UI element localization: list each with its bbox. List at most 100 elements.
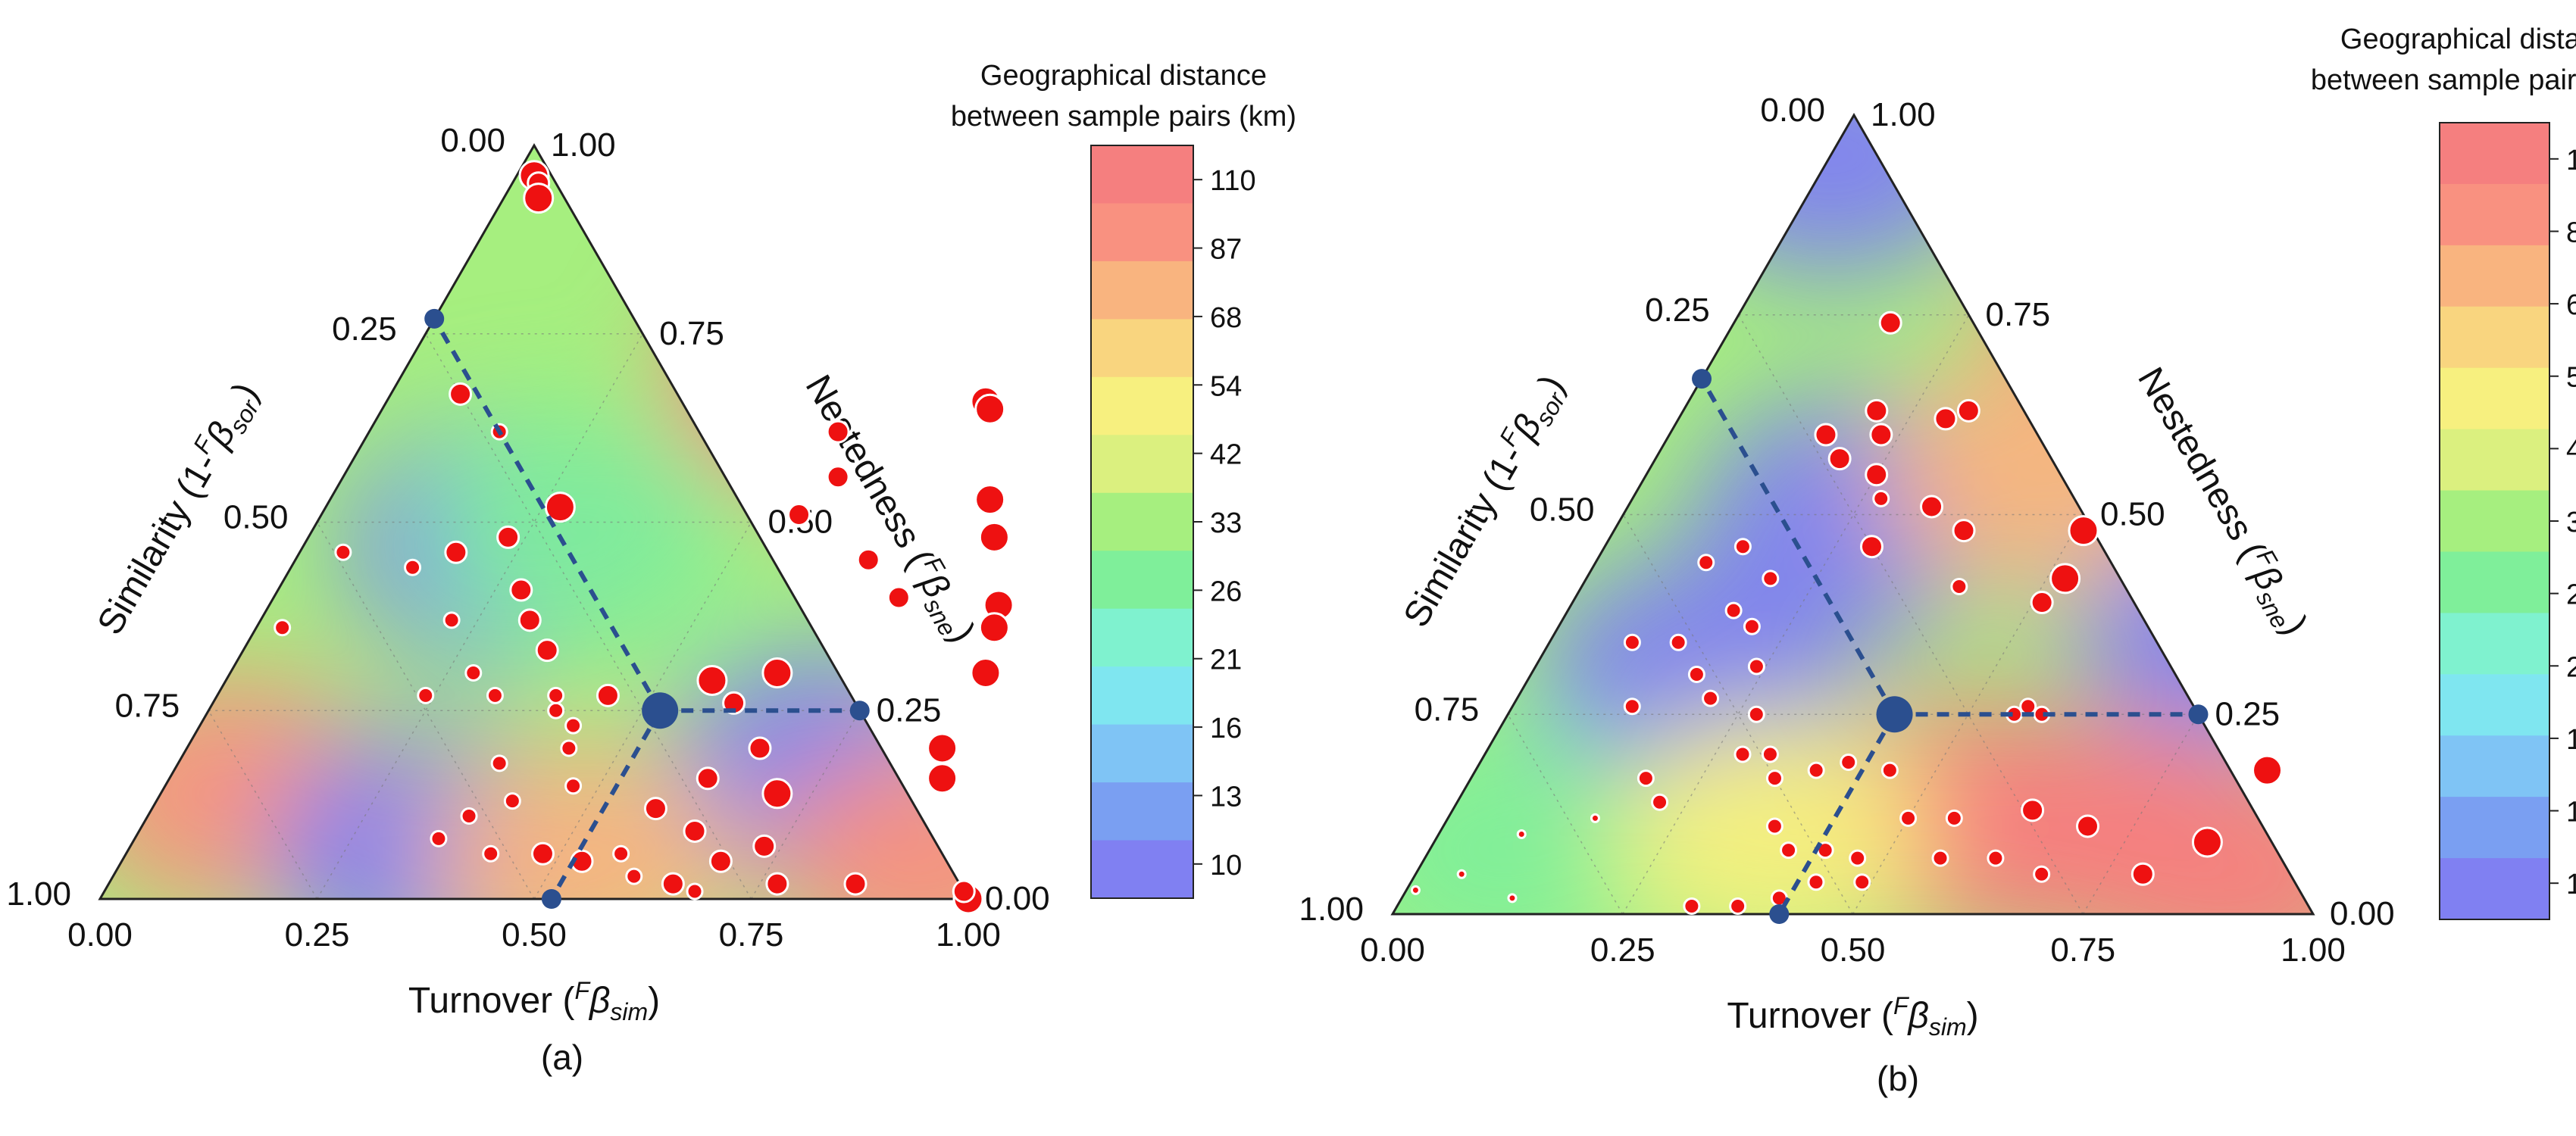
data-point [334, 543, 352, 561]
projection-marker [541, 889, 561, 909]
data-point [1762, 570, 1780, 588]
colorbar-tick-label: 21 [1210, 644, 1242, 676]
data-point [1956, 398, 1980, 423]
data-point [1840, 754, 1858, 772]
data-point [1637, 769, 1655, 788]
data-point [444, 540, 468, 564]
data-point [449, 382, 473, 406]
projection-line [549, 709, 662, 900]
data-point [1853, 873, 1871, 891]
data-point [460, 807, 478, 825]
data-point [1765, 817, 1784, 835]
nestedness-tick-label: 1.00 [1871, 96, 1936, 133]
data-point [1733, 538, 1752, 556]
data-point [1507, 893, 1518, 903]
data-point [978, 612, 1010, 644]
nestedness-tick-label: 1.00 [551, 126, 616, 164]
colorbar-band [2440, 551, 2549, 614]
colorbar-band [2440, 735, 2549, 798]
data-point [430, 829, 448, 847]
data-point [1931, 849, 1949, 867]
similarity-tick-label: 0.50 [1530, 492, 1595, 529]
data-point [1899, 809, 1918, 827]
data-point [1827, 447, 1852, 471]
data-point [1687, 666, 1705, 683]
data-point [1869, 423, 1893, 447]
data-point [503, 792, 521, 810]
projection-marker [2188, 704, 2209, 725]
data-point [1410, 885, 1421, 895]
data-point [1849, 849, 1867, 867]
colorbar-tick-label: 26 [2566, 579, 2576, 611]
nestedness-tick-label: 0.25 [877, 691, 942, 729]
turnover-tick-label: 0.75 [719, 916, 784, 953]
colorbar-tick-label: 54 [2566, 362, 2576, 394]
turnover-tick-label: 0.00 [1360, 932, 1425, 969]
data-point [843, 872, 868, 896]
data-point [856, 548, 880, 572]
data-point [596, 683, 620, 707]
colorbar-band [2440, 183, 2549, 246]
nestedness-tick-label: 0.50 [2100, 496, 2165, 533]
data-point [886, 585, 911, 610]
data-point [1952, 519, 1976, 543]
data-point [1669, 633, 1687, 651]
colorbar-band [2440, 674, 2549, 737]
data-point [927, 732, 958, 764]
similarity-tick-label: 0.50 [224, 499, 289, 536]
grid-lines [208, 333, 861, 900]
data-point [708, 849, 733, 873]
colorbar-title: Geographical distance [2340, 23, 2576, 55]
colorbar-tick-label: 87 [1210, 234, 1242, 266]
data-point [826, 465, 850, 489]
data-point [1859, 535, 1884, 559]
data-point [2019, 698, 2037, 716]
turnover-axis-title: Turnover (Fβsim) [1727, 992, 1978, 1041]
similarity-tick-label: 0.75 [1415, 691, 1480, 728]
colorbar-band [2440, 367, 2549, 430]
nestedness-tick-label: 0.75 [1986, 296, 2051, 333]
colorbar-tick-label: 54 [1210, 370, 1242, 402]
data-point [952, 879, 976, 903]
colorbar-tick-label: 68 [2566, 289, 2576, 321]
data-point [564, 716, 583, 735]
data-point [490, 754, 508, 772]
data-point [927, 763, 958, 794]
data-point [2033, 865, 2051, 883]
data-point [1702, 689, 1720, 707]
turnover-tick-label: 0.50 [502, 916, 567, 953]
contour-region [2084, 753, 2313, 914]
tick-labels: 0.00 0.25 0.50 0.75 1.000.000.250.500.751.00… [1299, 92, 2394, 969]
colorbar-tick-label: 21 [2566, 651, 2576, 683]
colorbar-band [2440, 245, 2549, 307]
colorbar-band [1091, 492, 1193, 552]
colorbar-band [1091, 666, 1193, 726]
turnover-tick-label: 0.00 [67, 916, 133, 953]
turnover-tick-label: 0.50 [1821, 932, 1886, 969]
similarity-tick-label: 0.25 [1645, 292, 1710, 329]
colorbar-band [1091, 261, 1193, 320]
data-point [696, 766, 720, 791]
colorbar-title: between sample pairs (km) [951, 101, 1296, 133]
data-point [442, 611, 461, 629]
colorbar-tick-label: 10 [2566, 869, 2576, 900]
data-point [761, 778, 793, 810]
data-point [974, 484, 1006, 516]
data-point [761, 657, 793, 688]
colorbar-band [2440, 490, 2549, 553]
turnover-axis-title: Turnover (Fβsim) [408, 977, 660, 1025]
colorbar-tick-label: 42 [1210, 439, 1242, 471]
turnover-tick-label: 0.25 [285, 916, 350, 953]
colorbar: 110 87 68 54 42 33 26 21 16 13 10 Geographical dist… [951, 60, 1296, 899]
colorbar-tick-label: 16 [2566, 724, 2576, 756]
contour-region [423, 408, 742, 651]
data-point [547, 686, 565, 704]
data-point [1865, 398, 1889, 423]
data-point [826, 420, 850, 444]
panel-label: (b) [1877, 1059, 1919, 1098]
colorbar-band [2440, 123, 2549, 185]
data-point [486, 686, 504, 704]
colorbar-band [1091, 376, 1193, 436]
colorbar-band [1091, 145, 1193, 204]
data-point [661, 872, 685, 896]
